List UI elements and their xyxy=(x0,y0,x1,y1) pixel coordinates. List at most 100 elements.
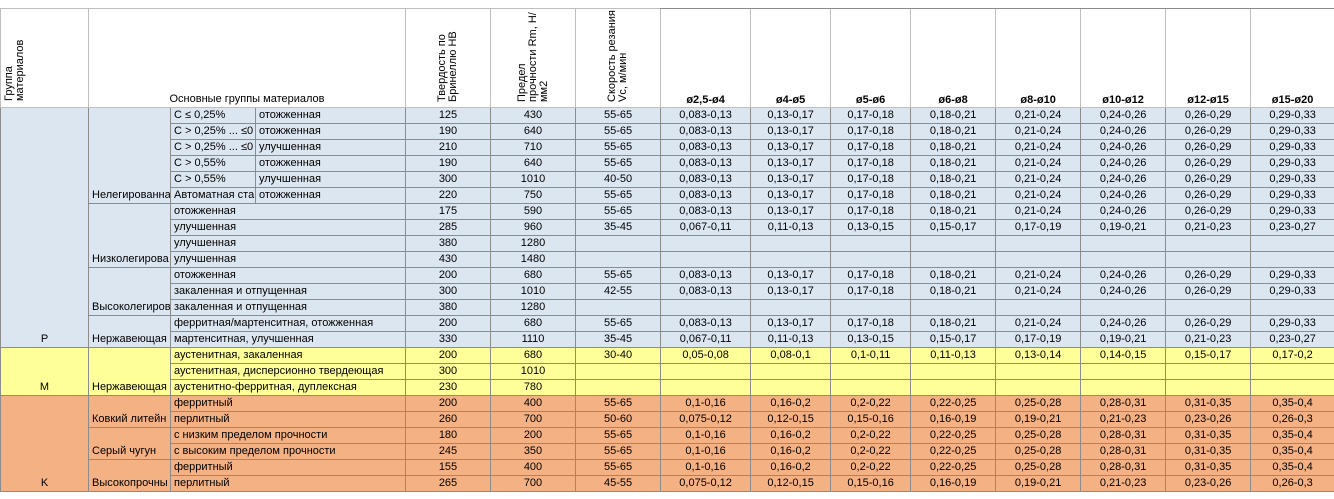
hardness: 300 xyxy=(405,363,491,380)
cutting-speed: 55-65 xyxy=(574,315,662,332)
header-cell: Скорость резания Vc, м/мин xyxy=(574,8,662,108)
material-row: Высоколегиров отожженная 200 680 55-65 0,083-… xyxy=(0,267,1334,316)
empty-cell xyxy=(995,379,1082,396)
feed: 0,28-0,31 xyxy=(1080,459,1167,476)
strength: 1010 xyxy=(490,283,576,300)
empty-cell xyxy=(995,251,1082,268)
feed: 0,13-0,17 xyxy=(750,187,832,204)
feed: 0,1-0,16 xyxy=(660,395,752,412)
feed: 0,21-0,24 xyxy=(995,283,1082,300)
condition: перлитный xyxy=(170,411,406,428)
feed: 0,083-0,13 xyxy=(660,155,752,172)
cutting-speed: 42-55 xyxy=(574,283,662,300)
strength: 400 xyxy=(490,395,576,412)
empty-cell xyxy=(830,235,912,252)
feed: 0,1-0,11 xyxy=(830,347,912,364)
empty-cell xyxy=(1250,379,1334,396)
hardness: 180 xyxy=(405,427,491,444)
cutting-speed: 55-65 xyxy=(574,395,662,412)
feed: 0,17-0,18 xyxy=(830,203,912,220)
empty-cell xyxy=(1080,299,1167,316)
strength: 960 xyxy=(490,219,576,236)
condition: аустенитно-ферритная, дуплексная xyxy=(170,379,406,396)
condition: отожженная xyxy=(170,203,406,220)
feed: 0,21-0,24 xyxy=(995,123,1082,140)
header-main: Основные группы материалов xyxy=(88,8,406,108)
feed: 0,31-0,35 xyxy=(1165,427,1252,444)
empty-cell xyxy=(910,299,997,316)
empty-cell xyxy=(910,235,997,252)
strength: 1480 xyxy=(490,251,576,268)
feed: 0,24-0,26 xyxy=(1080,283,1167,300)
hardness: 260 xyxy=(405,411,491,428)
feed: 0,17-0,18 xyxy=(830,155,912,172)
empty-cell xyxy=(995,299,1082,316)
material-row: аустенитно-ферритная, дуплексная 230 780 xyxy=(0,379,1334,396)
cutting-speed: 40-50 xyxy=(574,171,662,188)
strength: 710 xyxy=(490,139,576,156)
feed: 0,19-0,21 xyxy=(995,411,1082,428)
feed: 0,067-0,11 xyxy=(660,331,752,348)
material-row: мартенситная, улучшенная 330 1110 35-45 0,06… xyxy=(0,331,1334,348)
hardness: 380 xyxy=(405,235,491,252)
empty-cell xyxy=(1250,235,1334,252)
empty-cell xyxy=(750,235,832,252)
feed: 0,24-0,26 xyxy=(1080,187,1167,204)
header-cell: Группа материалов xyxy=(0,8,89,108)
subgroup-label: Ковкий литейн xyxy=(88,395,171,428)
subgroup-label: Серый чугун xyxy=(88,427,171,460)
header-diameter: ø15-ø20 xyxy=(1250,8,1334,108)
feed: 0,13-0,17 xyxy=(750,139,832,156)
cutting-speed: 55-65 xyxy=(574,123,662,140)
feed: 0,13-0,15 xyxy=(830,219,912,236)
hardness: 380 xyxy=(405,299,491,316)
feed: 0,083-0,13 xyxy=(660,139,752,156)
feed: 0,25-0,28 xyxy=(995,443,1082,460)
empty-cell xyxy=(1165,379,1252,396)
empty-cell xyxy=(910,379,997,396)
hardness: 230 xyxy=(405,379,491,396)
empty-cell xyxy=(910,363,997,380)
hardness: 210 xyxy=(405,139,491,156)
feed: 0,083-0,13 xyxy=(660,171,752,188)
feed: 0,18-0,21 xyxy=(910,267,997,284)
material-row: C > 0,55% улучшенная 300 1010 40-50 0,083-0,1… xyxy=(0,171,1334,188)
hardness: 175 xyxy=(405,203,491,220)
condition: ферритная/мартенситная, отожженная xyxy=(170,315,406,332)
feed: 0,075-0,12 xyxy=(660,411,752,428)
condition: перлитный xyxy=(170,475,406,492)
condition: с низким пределом прочности xyxy=(170,427,406,444)
subgroup-label: Низколегирова xyxy=(88,203,171,268)
header-rm: Предел прочности Rm, Н/мм2 xyxy=(515,12,550,102)
feed: 0,083-0,13 xyxy=(660,315,752,332)
feed: 0,15-0,16 xyxy=(830,475,912,492)
feed: 0,08-0,1 xyxy=(750,347,832,364)
feed: 0,16-0,19 xyxy=(910,475,997,492)
cutting-speed: 45-55 xyxy=(574,475,662,492)
feed: 0,24-0,26 xyxy=(1080,123,1167,140)
condition: отожженная xyxy=(170,267,406,284)
feed: 0,2-0,22 xyxy=(830,459,912,476)
empty-cell xyxy=(660,379,752,396)
hardness: 190 xyxy=(405,155,491,172)
feed: 0,24-0,26 xyxy=(1080,171,1167,188)
material-row: перлитный 265 700 45-55 0,075-0,12 0,12-0,15 0… xyxy=(0,475,1334,492)
header-hb: Твердость по Бринеллю HB xyxy=(436,31,459,102)
material-row: C > 0,55% отожженная 190 640 55-65 0,083-0,13… xyxy=(0,155,1334,172)
feed: 0,29-0,33 xyxy=(1250,155,1334,172)
hardness: 330 xyxy=(405,331,491,348)
strength: 1010 xyxy=(490,363,576,380)
feed: 0,18-0,21 xyxy=(910,203,997,220)
feed: 0,17-0,18 xyxy=(830,123,912,140)
feed: 0,13-0,15 xyxy=(830,331,912,348)
feed: 0,24-0,26 xyxy=(1080,139,1167,156)
condition: мартенситная, улучшенная xyxy=(170,331,406,348)
feed: 0,26-0,3 xyxy=(1250,475,1334,492)
feed: 0,18-0,21 xyxy=(910,139,997,156)
feed: 0,21-0,23 xyxy=(1080,411,1167,428)
strength: 640 xyxy=(490,155,576,172)
feed: 0,22-0,25 xyxy=(910,427,997,444)
feed: 0,18-0,21 xyxy=(910,171,997,188)
state: улучшенная xyxy=(255,139,406,156)
hardness: 155 xyxy=(405,459,491,476)
